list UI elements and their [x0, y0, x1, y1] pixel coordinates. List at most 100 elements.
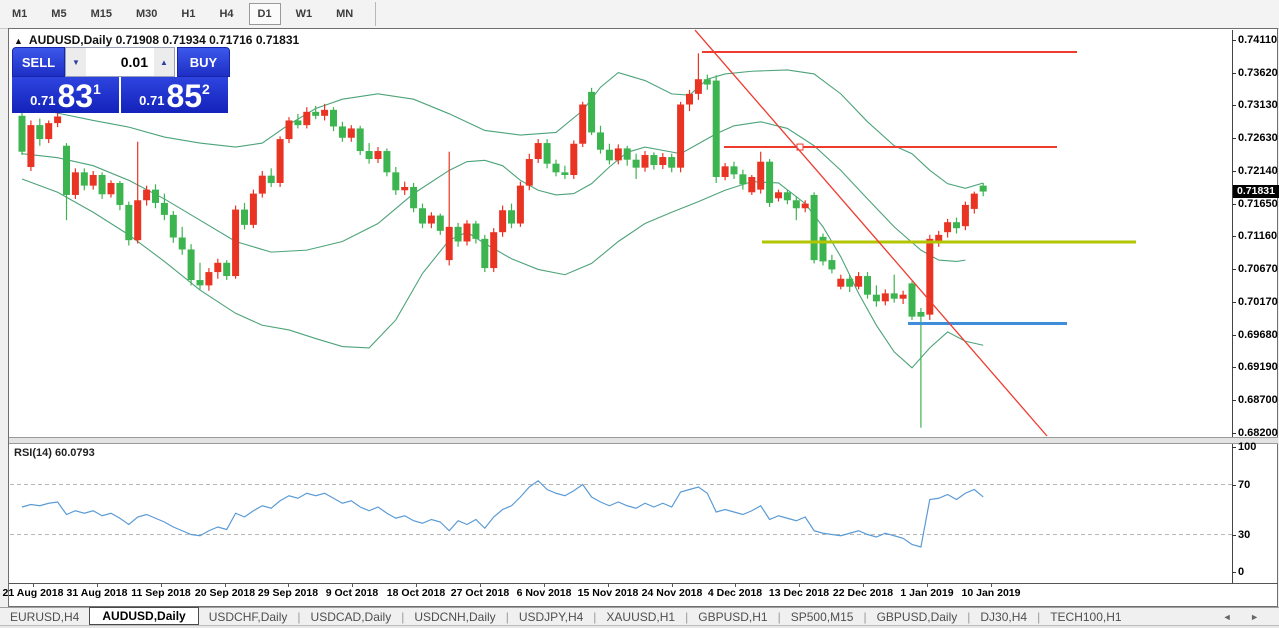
- candle-body: [703, 79, 711, 85]
- tab-usdjpy-h4[interactable]: USDJPY,H4: [518, 610, 584, 624]
- date-tick-mark: [161, 583, 162, 587]
- price-tick-mark: [1232, 171, 1236, 172]
- symbol-tab-bar: EURUSD,H4 AUDUSD,Daily USDCHF,Daily | USDCAD…: [0, 607, 1279, 626]
- ohlc-high: 0.71934: [162, 33, 206, 47]
- sell-price-prefix: 0.71: [30, 93, 56, 108]
- candle-body: [196, 280, 204, 286]
- timeframe-button-m15[interactable]: M15: [90, 8, 112, 20]
- volume-decrease-icon[interactable]: ▼: [66, 48, 86, 76]
- tab-scroll-arrows[interactable]: ◄ ►: [1222, 612, 1267, 622]
- candle-body: [249, 193, 257, 225]
- candle-body: [80, 172, 88, 186]
- date-tick-mark: [863, 583, 864, 587]
- rsi-line: [21, 479, 984, 548]
- date-tick-label: 24 Nov 2018: [641, 587, 703, 599]
- rsi-indicator-label: RSI(14) 60.0793: [14, 447, 95, 459]
- candle-body: [721, 166, 729, 177]
- date-tick-label: 6 Nov 2018: [516, 587, 572, 599]
- candle-body: [819, 236, 827, 262]
- candle-body: [837, 278, 845, 287]
- bottom-strip: [0, 625, 1279, 628]
- timeframe-button-d1[interactable]: D1: [248, 3, 281, 25]
- buy-button[interactable]: BUY: [177, 47, 230, 77]
- volume-control: ▼ ▲: [65, 47, 175, 77]
- sell-button[interactable]: SELL: [12, 47, 65, 77]
- price-tick-mark: [1232, 105, 1236, 107]
- date-tick-mark: [225, 583, 226, 587]
- candle-body: [98, 174, 106, 195]
- price-tick-mark: [1232, 236, 1236, 238]
- candle-body: [864, 276, 871, 295]
- price-tick-label: 0.73130: [1238, 99, 1278, 112]
- tab-gbpusd-h1[interactable]: GBPUSD,H1: [698, 610, 768, 624]
- tab-usdchf-daily[interactable]: USDCHF,Daily: [208, 610, 288, 624]
- candle-body: [71, 172, 79, 195]
- tab-audusd-daily[interactable]: AUDUSD,Daily: [89, 607, 199, 625]
- date-tick-mark: [608, 583, 609, 587]
- tab-usdcad-daily[interactable]: USDCAD,Daily: [310, 610, 392, 624]
- descending-trendline[interactable]: [694, 29, 1048, 437]
- candle-body: [694, 79, 702, 94]
- timeframe-button-m30[interactable]: M30: [135, 8, 158, 20]
- candle-body: [508, 210, 515, 224]
- timeframe-button-m5[interactable]: M5: [51, 8, 67, 20]
- buy-price-big: 85: [166, 78, 203, 115]
- candle-body: [454, 226, 462, 242]
- candle-body: [374, 151, 382, 160]
- candle-body: [436, 215, 444, 231]
- tab-gbpusd-daily[interactable]: GBPUSD,Daily: [876, 610, 958, 624]
- candle-body: [241, 209, 248, 225]
- date-tick-mark: [33, 583, 34, 587]
- candle-body: [534, 143, 542, 160]
- chart-title: ▲ AUDUSD,Daily 0.71908 0.71934 0.71716 0.…: [14, 33, 299, 47]
- candle-body: [632, 159, 640, 168]
- candle-body: [926, 238, 934, 315]
- candle-body: [107, 182, 115, 195]
- tab-separator: |: [593, 610, 597, 624]
- candle-body: [561, 172, 569, 175]
- date-tick-label: 10 Jan 2019: [961, 587, 1021, 599]
- timeframe-button-h1[interactable]: H1: [181, 8, 196, 20]
- date-tick-mark: [416, 583, 417, 587]
- candle-body: [543, 143, 551, 164]
- candle-body: [961, 204, 969, 227]
- timeframe-button-h4[interactable]: H4: [219, 8, 234, 20]
- volume-input[interactable]: [86, 48, 154, 76]
- price-tick-label: 0.72140: [1238, 165, 1278, 177]
- timeframe-button-mn[interactable]: MN: [336, 8, 354, 20]
- pane-splitter[interactable]: [9, 437, 1278, 444]
- candle-body: [36, 125, 44, 140]
- candle-body: [303, 111, 311, 126]
- tab-eurusd-h4[interactable]: EURUSD,H4: [10, 610, 80, 624]
- price-tick-label: 0.70170: [1238, 296, 1278, 308]
- date-tick-mark: [991, 583, 992, 587]
- rsi-tick-label: 100: [1238, 441, 1257, 453]
- ohlc-close: 0.71831: [255, 33, 300, 47]
- sell-price-display[interactable]: 0.71 83 1: [12, 77, 119, 113]
- tab-sp500-m15[interactable]: SP500,M15: [790, 610, 854, 624]
- tab-dj30-h4[interactable]: DJ30,H4: [980, 610, 1028, 624]
- candle-body: [321, 109, 329, 116]
- tab-separator: |: [685, 610, 689, 624]
- tab-tech100-h1[interactable]: TECH100,H1: [1050, 610, 1122, 624]
- rsi-chart: [10, 479, 1232, 548]
- buy-price-display[interactable]: 0.71 85 2: [121, 77, 228, 113]
- candle-body: [588, 91, 596, 133]
- tab-xauusd-h1[interactable]: XAUUSD,H1: [606, 610, 676, 624]
- date-tick-label: 31 Aug 2018: [66, 587, 128, 599]
- candle-body: [392, 172, 400, 191]
- buy-price-pip: 2: [202, 81, 210, 97]
- price-tick-label: 0.70670: [1238, 262, 1278, 275]
- volume-increase-icon[interactable]: ▲: [154, 48, 174, 76]
- timeframe-button-m1[interactable]: M1: [12, 8, 28, 20]
- price-tick-mark: [1232, 399, 1236, 401]
- candle-body: [525, 159, 533, 186]
- tab-separator: |: [297, 610, 301, 624]
- collapse-panel-icon[interactable]: ▲: [14, 36, 23, 46]
- rsi-value: 60.0793: [54, 447, 95, 459]
- tab-usdcnh-daily[interactable]: USDCNH,Daily: [414, 610, 496, 624]
- price-tick-mark: [1232, 203, 1236, 205]
- candle-body: [481, 238, 489, 269]
- timeframe-button-w1[interactable]: W1: [295, 8, 313, 20]
